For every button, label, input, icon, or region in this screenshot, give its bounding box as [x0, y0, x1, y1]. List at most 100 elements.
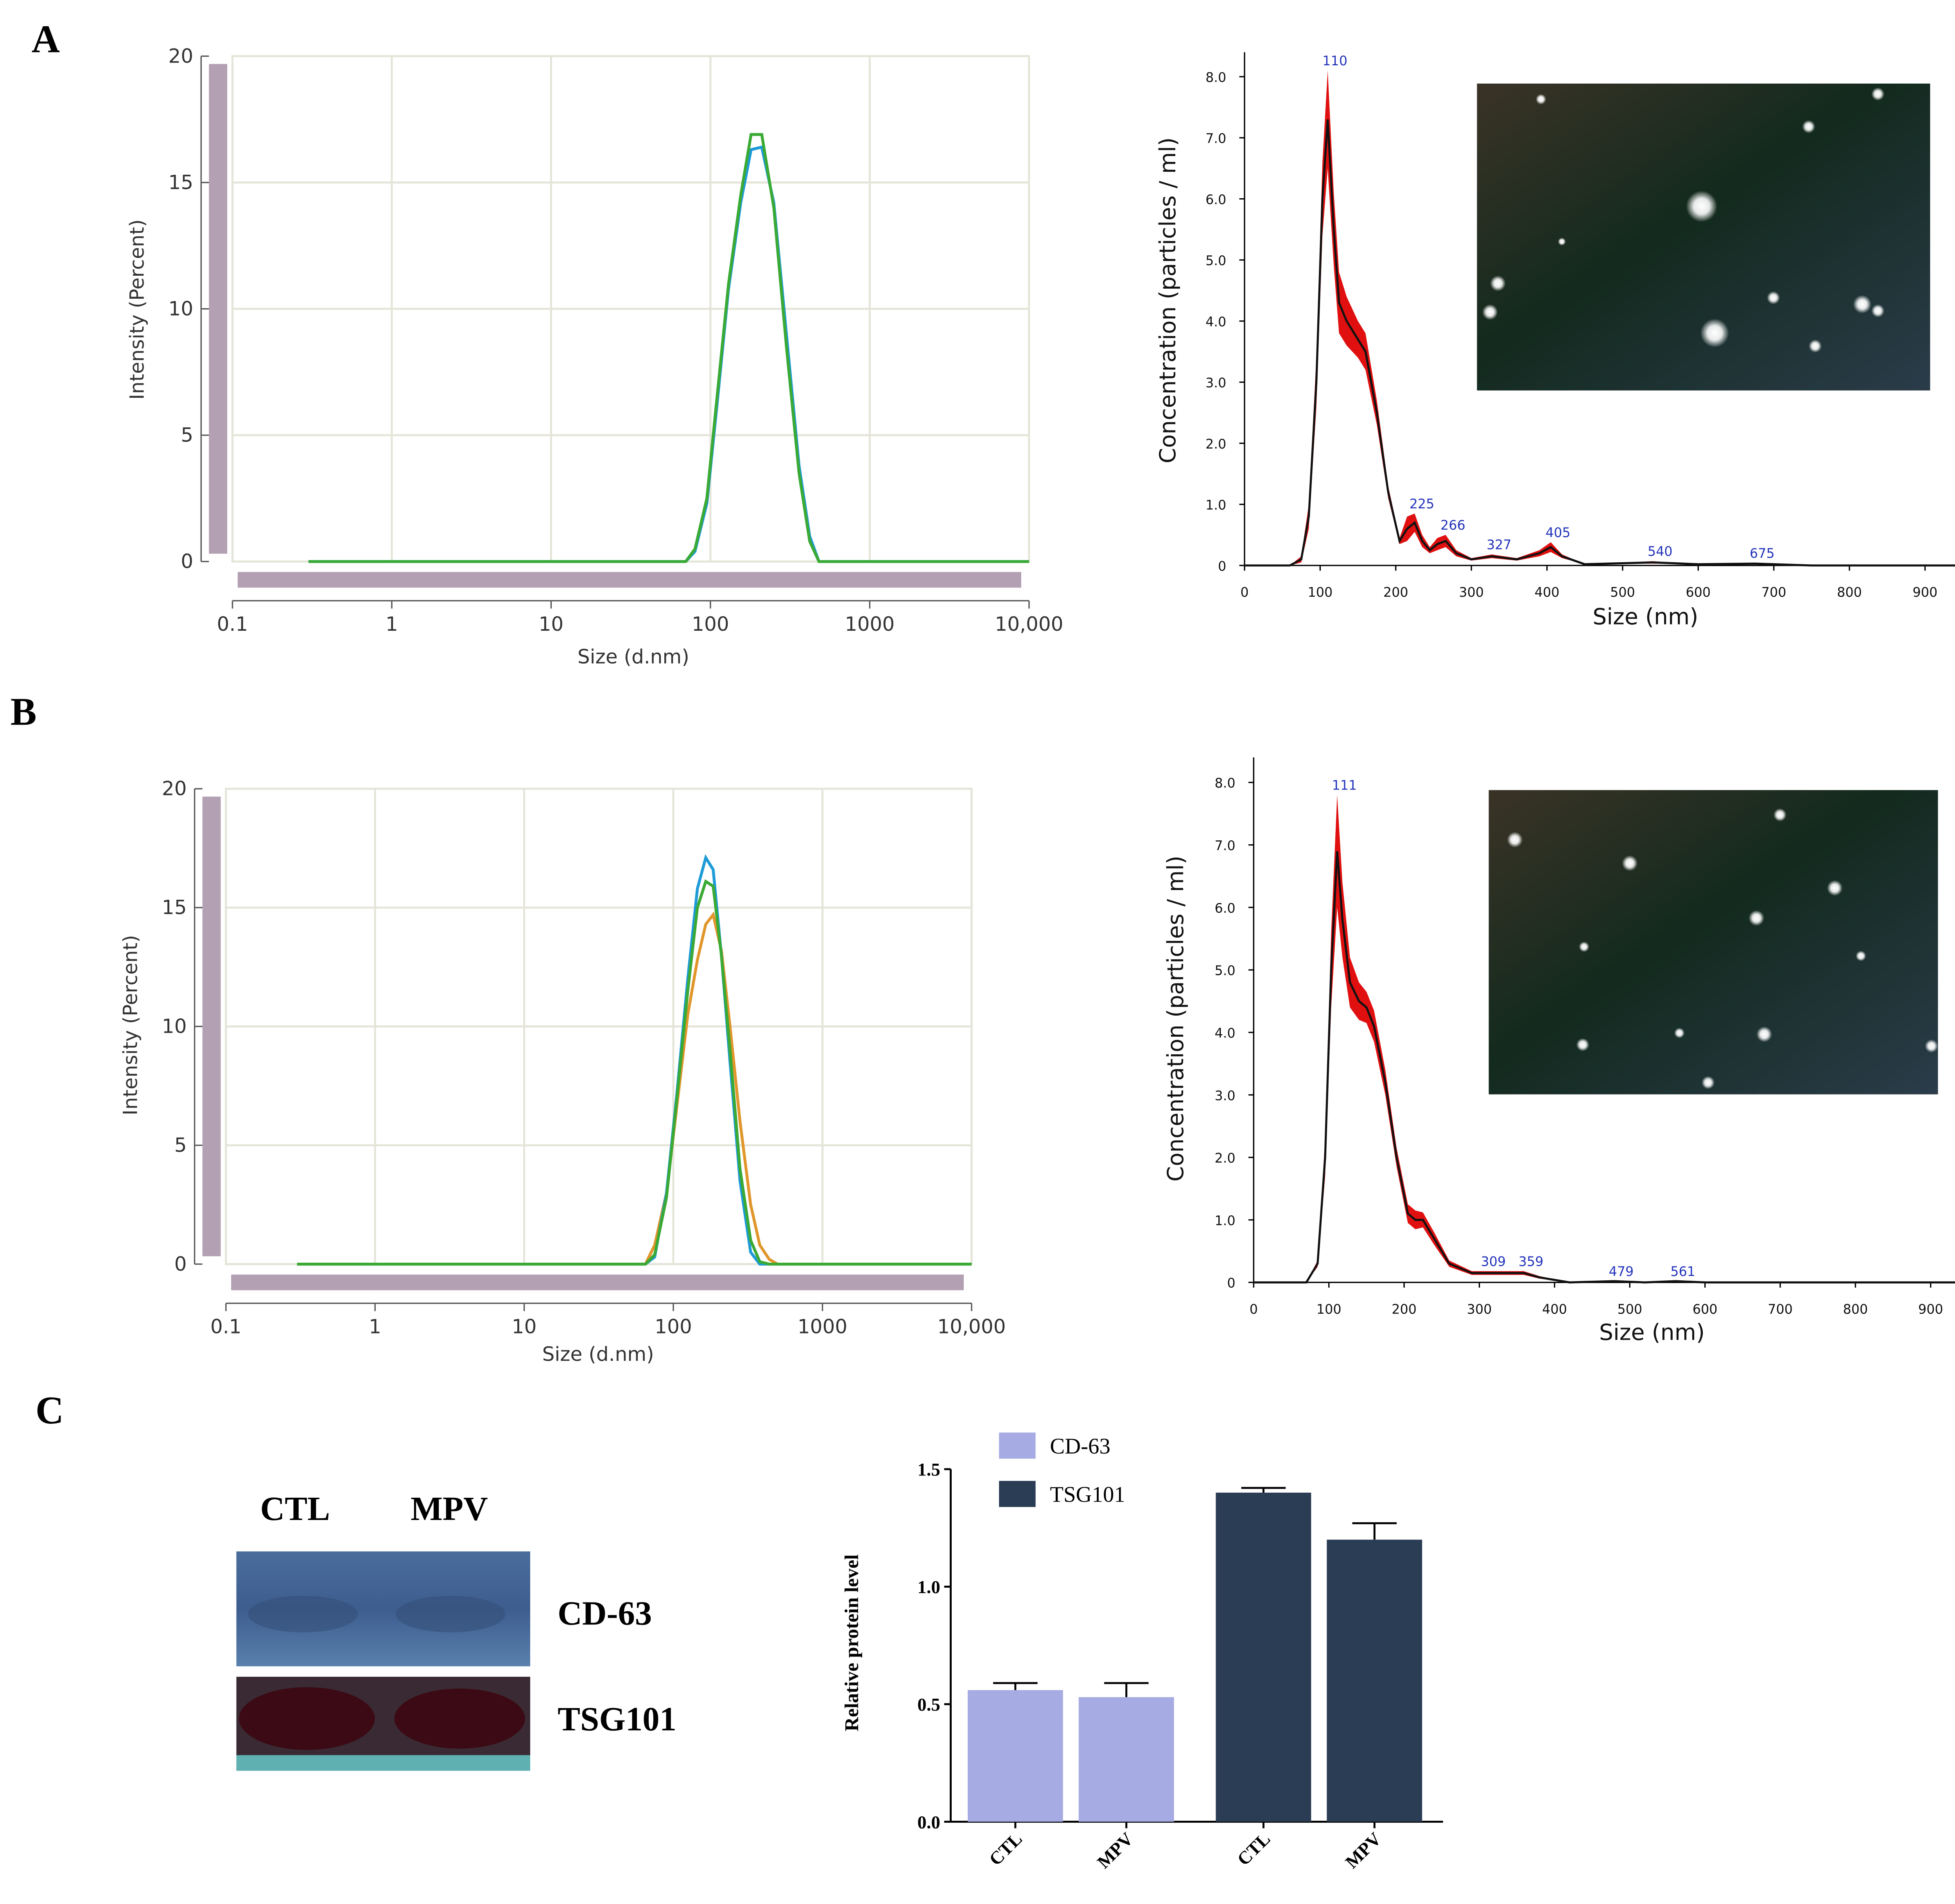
y-tick-label: 2.0 — [1205, 436, 1226, 452]
panel-label: C — [36, 1389, 64, 1432]
x-tick-label: 300 — [1459, 585, 1484, 600]
peak-label: 110 — [1322, 53, 1347, 68]
blot-smear — [395, 1595, 506, 1633]
series-line — [297, 879, 972, 1266]
y-tick-label: 5 — [174, 1134, 187, 1156]
y-tick-label: 4.0 — [1214, 1025, 1235, 1041]
y-tick-label: 15 — [162, 896, 187, 919]
y-tick-label: 7.0 — [1214, 838, 1235, 853]
x-tick-label: 400 — [1542, 1302, 1567, 1317]
error-bar — [993, 1682, 1038, 1690]
bar — [1078, 1697, 1174, 1822]
legend-label: TSG101 — [1050, 1482, 1125, 1507]
x-tick-label: 0 — [1250, 1302, 1258, 1317]
legend-label: CD-63 — [1050, 1434, 1110, 1459]
y-tick-label: 20 — [169, 45, 194, 67]
series-line — [308, 133, 1029, 563]
peak-label: 675 — [1750, 546, 1775, 561]
legend-swatch — [999, 1432, 1036, 1459]
x-axis-label: Size (nm) — [1599, 1319, 1705, 1345]
x-tick-label: 300 — [1467, 1302, 1492, 1317]
lane-label: CTL — [260, 1490, 330, 1527]
x-tick-label: 0.1 — [217, 613, 248, 635]
peak-label: 225 — [1410, 496, 1435, 511]
scrollbar — [237, 572, 1021, 588]
panel-label: B — [11, 690, 37, 733]
y-tick-label: 10 — [162, 1015, 187, 1038]
panel-label: A — [32, 18, 60, 61]
mean-line — [1244, 119, 1955, 567]
x-tick-label: 100 — [1308, 585, 1333, 600]
peak-label: 309 — [1481, 1254, 1506, 1269]
y-tick-label: 1.0 — [1214, 1213, 1235, 1228]
y-tick-label: 4.0 — [1205, 314, 1226, 329]
x-axis-label: Size (d.nm) — [542, 1343, 654, 1366]
y-tick-label: 0 — [1218, 558, 1226, 574]
y-tick-label: 7.0 — [1205, 131, 1226, 146]
x-tick-label: 10,000 — [995, 613, 1063, 635]
legend-swatch — [999, 1481, 1036, 1507]
scrollbar — [202, 797, 221, 1256]
y-tick-label: 0.0 — [917, 1812, 940, 1832]
x-tick-label: 900 — [1918, 1302, 1943, 1317]
bar — [1216, 1493, 1311, 1822]
x-tick-label: CTL — [1233, 1829, 1274, 1870]
y-tick-label: 0 — [181, 550, 193, 573]
x-tick-label: 1 — [386, 613, 398, 635]
x-tick-label: 1 — [369, 1315, 381, 1338]
x-tick-label: 10 — [539, 613, 564, 635]
y-tick-label: 5.0 — [1214, 963, 1235, 978]
blot-smear — [394, 1688, 525, 1749]
x-tick-label: MPV — [1342, 1829, 1385, 1872]
x-tick-label: 0 — [1240, 585, 1248, 600]
x-tick-label: 700 — [1768, 1302, 1793, 1317]
y-tick-label: 0 — [1227, 1276, 1235, 1291]
y-tick-label: 3.0 — [1214, 1088, 1235, 1103]
x-tick-label: CTL — [985, 1829, 1026, 1870]
scrollbar — [209, 64, 228, 554]
lane-label: MPV — [411, 1490, 488, 1527]
x-tick-label: 100 — [692, 613, 729, 635]
error-bar — [1104, 1682, 1149, 1698]
y-tick-label: 3.0 — [1205, 375, 1226, 391]
x-axis-label: Size (d.nm) — [578, 645, 689, 668]
y-axis-label: Intensity (Percent) — [119, 935, 142, 1115]
peak-label: 266 — [1440, 518, 1465, 533]
scrollbar — [231, 1274, 964, 1290]
y-axis-label: Relative protein level — [840, 1554, 862, 1731]
x-tick-label: 700 — [1761, 585, 1786, 600]
peak-label: 561 — [1670, 1264, 1695, 1279]
band-label: CD-63 — [558, 1594, 652, 1632]
peak-label: 405 — [1546, 525, 1571, 540]
peak-label: 479 — [1609, 1264, 1634, 1279]
peak-label: 111 — [1332, 777, 1357, 793]
x-tick-label: 400 — [1535, 585, 1560, 600]
blot-smear — [239, 1687, 375, 1750]
x-tick-label: 800 — [1843, 1302, 1868, 1317]
x-tick-label: 500 — [1610, 585, 1635, 600]
band-label: TSG101 — [558, 1700, 676, 1738]
x-tick-label: 600 — [1693, 1302, 1718, 1317]
peak-label: 327 — [1487, 537, 1512, 553]
y-tick-label: 1.5 — [917, 1460, 940, 1480]
y-axis-label: Concentration (particles / ml) — [1163, 856, 1189, 1182]
y-tick-label: 5 — [181, 424, 193, 447]
x-tick-label: 10 — [512, 1315, 537, 1338]
y-tick-label: 8.0 — [1214, 775, 1235, 791]
y-tick-label: 8.0 — [1205, 70, 1226, 85]
y-tick-label: 10 — [169, 297, 194, 320]
x-tick-label: 100 — [1316, 1302, 1342, 1317]
peak-label: 540 — [1648, 544, 1673, 559]
inset-image — [1489, 790, 1938, 1095]
mean-line — [1254, 851, 1955, 1284]
y-tick-label: 6.0 — [1214, 901, 1235, 916]
x-tick-label: MPV — [1093, 1829, 1137, 1872]
inset-image — [1477, 83, 1930, 391]
blot-smear — [248, 1595, 358, 1633]
x-tick-label: 800 — [1837, 585, 1862, 600]
y-axis-label: Intensity (Percent) — [126, 219, 148, 400]
y-tick-label: 5.0 — [1205, 253, 1226, 268]
y-tick-label: 15 — [169, 171, 194, 194]
